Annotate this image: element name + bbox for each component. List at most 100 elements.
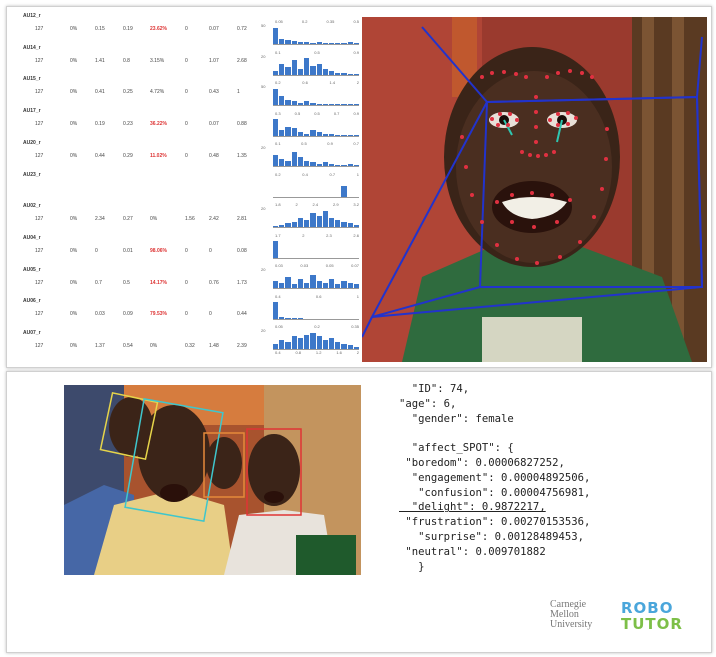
au-row: AU07_r 127 0% 1.37 0.54 0% 0.32 1.48 2.39 [15, 330, 273, 360]
bottom-axis-tick: 0.4 [275, 350, 281, 355]
au-cell: 2.39 [237, 343, 247, 349]
histogram-tick-label: 0.35 [326, 19, 335, 24]
histogram-tick-label: 1.7 [275, 232, 281, 238]
au-cell: 0.15 [95, 26, 105, 32]
histogram-bar [273, 70, 279, 75]
histogram-bar [328, 164, 335, 166]
au-cell: 0.44 [237, 311, 247, 318]
au-cell: 0 [209, 311, 212, 318]
au-cell: 0% [70, 26, 78, 32]
histogram-bar [353, 134, 360, 136]
histogram-tick-label: 2.6 [353, 232, 359, 238]
histogram-bar [335, 284, 341, 288]
au-cell: 0.5 [123, 279, 130, 286]
histogram-tick-label: 1 [356, 171, 359, 177]
histogram-bar [279, 96, 285, 105]
au-histogram: 0.4 0.6 1 [269, 294, 359, 322]
au-cell: 2.68 [237, 57, 247, 64]
au-cell: 0% [70, 152, 78, 159]
au-cell: 0 [185, 89, 188, 96]
histogram-bar [291, 128, 297, 136]
histogram-tick-label: 0.03 [300, 263, 309, 268]
au-row: AU04_r 127 0% 0 0.01 98.06% 0 0 0.08 [15, 235, 273, 265]
histogram-tick-label: 2.9 [332, 202, 339, 207]
json-line: "boredom": 0.00006827252, [399, 456, 565, 469]
au-cell: 0.41 [95, 89, 105, 96]
histogram-bar [297, 42, 304, 44]
histogram-bar [316, 336, 322, 349]
histogram-bar [335, 43, 341, 44]
au-cell: 0.19 [123, 26, 133, 32]
histogram-bar [341, 72, 347, 75]
histogram-axis [273, 135, 359, 137]
au-row: AU12_r 127 0% 0.15 0.19 23.62% 0 0.07 0.72 [15, 13, 273, 43]
histogram-bar [328, 43, 335, 44]
bottom-axis-tick: 2 [356, 350, 359, 355]
histogram-bar [291, 101, 297, 105]
au-histogram: 0.05 0.2 0.35 20 [261, 324, 360, 352]
histogram-bar [353, 225, 360, 227]
histogram-bar [297, 157, 304, 166]
au-name: AU12_r [23, 13, 41, 19]
histogram-tick-label: 0.03 [275, 263, 283, 268]
au-cell: 127 [35, 57, 44, 64]
au-cell: 36.22% [150, 121, 167, 128]
au-cell: 0 [185, 121, 188, 128]
histogram-bar [322, 282, 328, 288]
au-cell: 1 [237, 89, 240, 96]
json-line: "ID": 74, [399, 383, 470, 395]
au-cell: 127 [35, 89, 44, 96]
histogram-bar [322, 104, 328, 105]
au-cell: 23.62% [150, 26, 167, 32]
au-row: AU05_r 127 0% 0.7 0.5 14.17% 0 0.76 1.73 [15, 267, 273, 297]
histogram-bar [273, 280, 279, 288]
histogram-bar [316, 164, 322, 166]
json-line: "gender": female [399, 412, 514, 425]
cmu-logo: Carnegie Mellon University [550, 600, 592, 630]
au-cell: 0.09 [123, 311, 133, 318]
histogram-bar [353, 347, 360, 349]
histogram-bar [273, 88, 279, 105]
au-cell: 0% [70, 311, 78, 318]
histogram-bar [273, 343, 279, 349]
au-histogram: 0.1 0.5 0.9 0.7 20 [261, 141, 360, 169]
histogram-bar [347, 223, 353, 227]
histogram-bar [322, 162, 328, 166]
au-cell: 0% [70, 343, 78, 349]
au-row: AU14_r 127 0% 1.41 0.8 3.15% 0 1.07 2.68 [15, 45, 273, 75]
histogram-bar [291, 317, 297, 319]
histogram-tick-label: 0.05 [325, 263, 334, 268]
histogram-axis [273, 227, 359, 228]
au-histograms: 0.05 0.2 0.35 0.5 50 0.1 0.5 0.9 20 0.2 0.6 1.4 2 50 0… [261, 19, 365, 352]
au-histogram: 0.1 0.5 0.9 20 [261, 50, 360, 78]
au-cell: 0 [209, 247, 212, 254]
histogram-bar [335, 104, 341, 105]
au-cell: 0 [185, 311, 188, 318]
histogram-bar [310, 130, 316, 136]
au-cell: 0.07 [209, 121, 219, 128]
au-cell: 0% [70, 216, 78, 223]
histogram-bar [291, 336, 297, 349]
au-cell: 2.34 [95, 216, 105, 223]
au-cell: 0% [70, 121, 78, 128]
histogram-bar [310, 212, 316, 227]
histogram-bar [304, 101, 310, 105]
histogram-tick-label: 0.2 [314, 324, 320, 329]
histogram-tick-label: 0.35 [351, 324, 359, 329]
histogram-y-label: 20 [261, 328, 266, 333]
json-line: "affect_SPOT": { [399, 442, 514, 455]
au-cell: 1.48 [209, 343, 219, 349]
histogram-tick-label: 0.9 [353, 110, 359, 116]
au-cell: 2.81 [237, 216, 247, 223]
histogram-bar [304, 282, 310, 288]
au-cell: 0 [185, 152, 188, 159]
histogram-y-label: 20 [261, 206, 266, 211]
histogram-tick-label: 0.2 [275, 171, 281, 177]
au-cell: 0.54 [123, 343, 133, 349]
au-name: AU06_r [23, 298, 41, 305]
histogram-bar [273, 27, 279, 44]
au-histogram: 1.8 2 2.4 2.9 3.2 20 [261, 202, 360, 230]
histogram-tick-label: 0.2 [301, 19, 308, 24]
au-cell: 1.73 [237, 279, 247, 286]
histogram-bar [328, 218, 335, 227]
